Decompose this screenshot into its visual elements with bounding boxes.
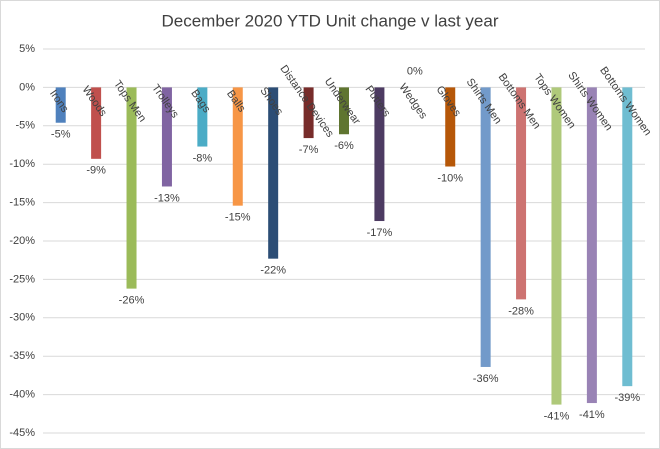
data-label: -17% xyxy=(367,227,393,239)
bar xyxy=(197,87,208,147)
data-label: -28% xyxy=(508,305,534,317)
bar xyxy=(374,87,385,222)
y-tick-label: -40% xyxy=(9,389,35,401)
data-label: -7% xyxy=(299,144,319,156)
data-label: -26% xyxy=(119,295,145,307)
bar xyxy=(586,87,597,404)
data-label: -22% xyxy=(260,265,286,277)
bar xyxy=(91,87,102,159)
y-tick-label: -35% xyxy=(9,350,35,362)
y-tick-label: -5% xyxy=(15,120,35,132)
bar xyxy=(622,87,633,387)
bar xyxy=(445,87,456,167)
bar xyxy=(551,87,562,405)
chart-title: December 2020 YTD Unit change v last yea… xyxy=(161,11,498,30)
y-tick-label: -45% xyxy=(9,427,35,439)
bar xyxy=(268,87,279,259)
y-tick-label: -30% xyxy=(9,312,35,324)
bar xyxy=(55,87,66,123)
y-tick-label: 0% xyxy=(19,81,35,93)
data-label: -6% xyxy=(334,140,354,152)
data-label: -41% xyxy=(544,410,570,422)
y-tick-label: -20% xyxy=(9,235,35,247)
data-label: -5% xyxy=(51,129,71,141)
y-tick-label: -25% xyxy=(9,273,35,285)
data-label: 0% xyxy=(407,65,423,77)
y-tick-label: -10% xyxy=(9,158,35,170)
data-label: -41% xyxy=(579,409,605,421)
bar xyxy=(232,87,243,206)
bar xyxy=(516,87,527,300)
bar xyxy=(303,87,314,139)
data-label: -10% xyxy=(437,172,463,184)
data-label: -9% xyxy=(86,165,106,177)
y-tick-label: -15% xyxy=(9,197,35,209)
data-label: -36% xyxy=(473,373,499,385)
data-label: -15% xyxy=(225,212,251,224)
bar xyxy=(126,87,137,289)
bar xyxy=(339,87,349,135)
data-label: -13% xyxy=(154,192,180,204)
data-label: -8% xyxy=(193,152,213,164)
y-tick-label: 5% xyxy=(19,43,35,55)
bar xyxy=(480,87,491,367)
bar xyxy=(161,87,172,187)
data-label: -39% xyxy=(614,392,640,404)
